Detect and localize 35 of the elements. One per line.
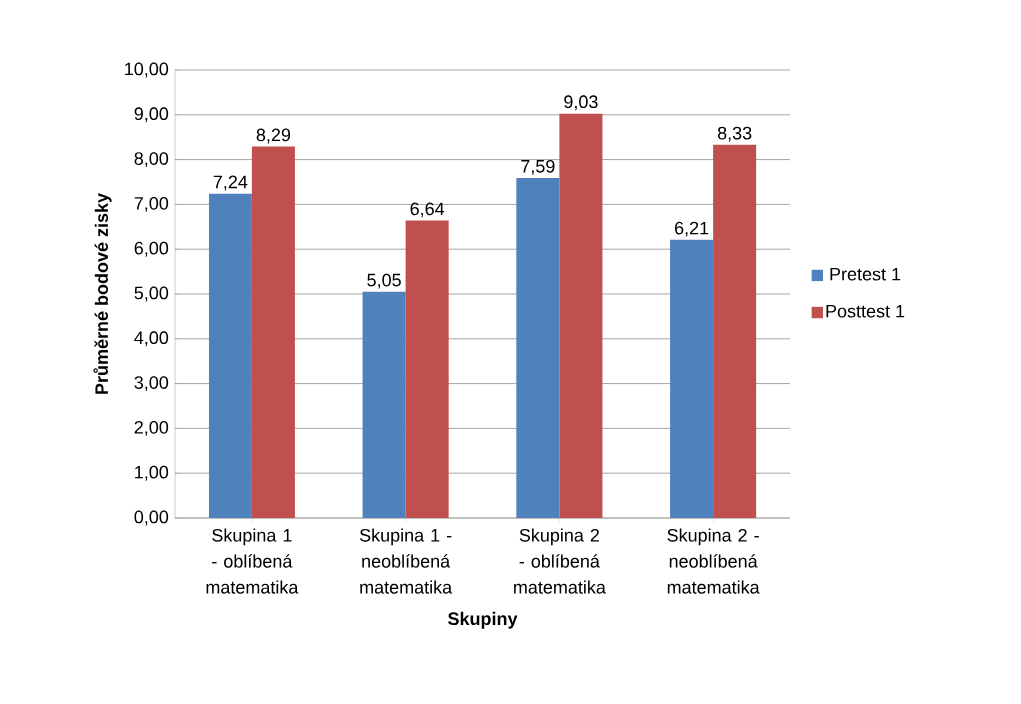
x-tick-label: Skupina 1 - neoblíbená matematika <box>359 528 453 594</box>
x-tick-label: Skupina 2 - oblíbená matematika <box>514 528 606 594</box>
legend-label: Posttest 1 <box>826 304 905 318</box>
y-tick-label: 0,00 <box>134 510 169 526</box>
data-label: 9,03 <box>564 95 598 111</box>
y-tick-label: 10,00 <box>125 62 169 78</box>
bar <box>405 220 449 518</box>
legend-label: Pretest 1 <box>830 267 901 281</box>
bar <box>251 146 295 518</box>
data-label: 8,33 <box>717 126 752 142</box>
x-tick-label: Skupina 1 - oblíbená matematika <box>206 528 299 594</box>
y-tick-label: 1,00 <box>135 465 169 481</box>
bar <box>559 113 603 518</box>
data-label: 7,24 <box>213 175 248 191</box>
y-tick-label: 5,00 <box>134 286 169 302</box>
y-tick-label: 3,00 <box>134 376 169 392</box>
y-tick-label: 8,00 <box>134 152 169 168</box>
bar <box>670 239 714 518</box>
bar <box>516 177 560 518</box>
x-axis-title: Skupiny <box>448 611 518 629</box>
data-label: 6,64 <box>410 202 445 218</box>
y-axis-title: Průměrné bodové zisky <box>93 193 112 394</box>
bar <box>362 291 406 518</box>
data-label: 6,21 <box>674 221 709 237</box>
data-label: 7,59 <box>521 159 555 175</box>
y-tick-label: 6,00 <box>134 241 169 257</box>
y-tick-label: 7,00 <box>134 196 169 212</box>
data-label: 5,05 <box>367 273 401 289</box>
y-tick-label: 4,00 <box>134 331 169 347</box>
y-tick-label: 9,00 <box>134 107 169 123</box>
bar <box>713 144 757 518</box>
y-tick-label: 2,00 <box>134 420 169 436</box>
bar <box>208 193 252 518</box>
x-tick-label: Skupina 2 - neoblíbená matematika <box>667 528 760 594</box>
data-label: 8,29 <box>256 128 291 144</box>
